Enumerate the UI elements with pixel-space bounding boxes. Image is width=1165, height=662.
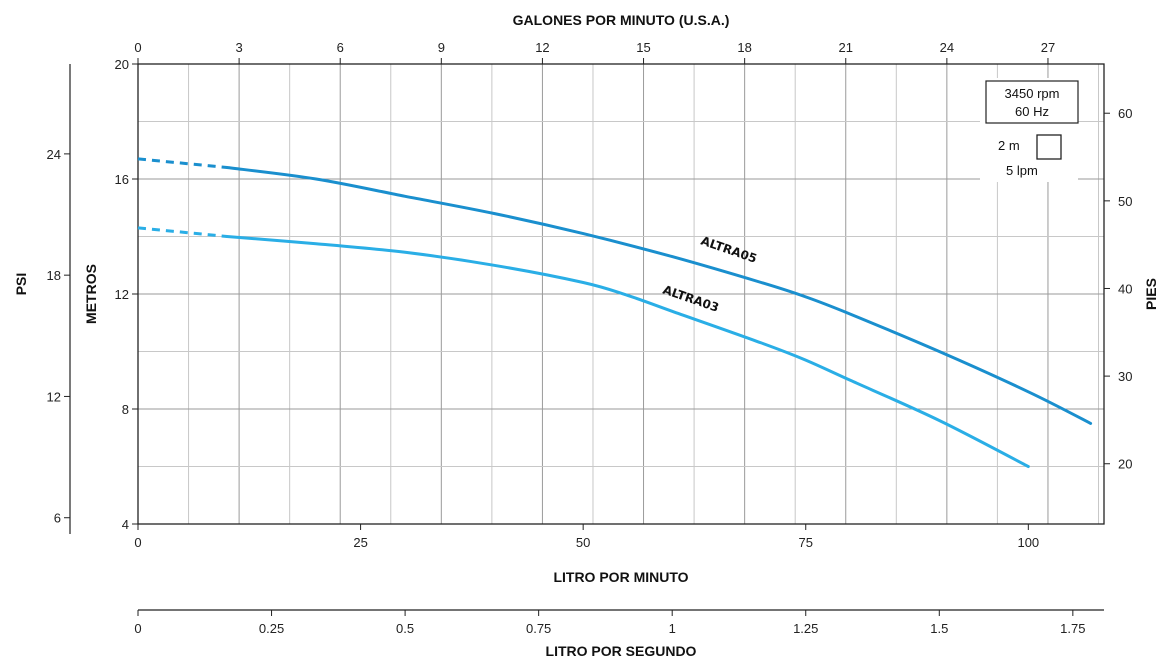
lps-tick-label: 0 xyxy=(134,621,141,636)
x-tick-label: 75 xyxy=(799,535,813,550)
lps-axis: 0 0.25 0.5 0.75 1 1.25 1.5 1.75 xyxy=(134,609,1104,636)
lps-tick-label: 1.5 xyxy=(930,621,948,636)
top-tick-label: 9 xyxy=(438,40,445,55)
top-tick-label: 27 xyxy=(1041,40,1055,55)
x-tick-label: 100 xyxy=(1017,535,1039,550)
series-layer xyxy=(137,157,1093,468)
right-axis: 20 30 40 50 60 xyxy=(1104,106,1132,472)
x-tick-label: 50 xyxy=(576,535,590,550)
lps-tick-label: 1.75 xyxy=(1060,621,1085,636)
lps-tick-label: 1.25 xyxy=(793,621,818,636)
left-axis: 4 8 12 16 20 xyxy=(115,57,138,532)
psi-axis: 6 12 18 24 xyxy=(47,64,71,534)
y-tick-label: 8 xyxy=(122,402,129,417)
top-tick-label: 15 xyxy=(636,40,650,55)
lps-tick-label: 0.25 xyxy=(259,621,284,636)
right-tick-label: 60 xyxy=(1118,106,1132,121)
top-tick-label: 0 xyxy=(134,40,141,55)
top-tick-label: 6 xyxy=(337,40,344,55)
bottom-axis: 0 25 50 75 100 xyxy=(134,524,1039,550)
top-tick-label: 12 xyxy=(535,40,549,55)
x-tick-label: 0 xyxy=(134,535,141,550)
y-tick-label: 4 xyxy=(122,517,129,532)
psi-axis-title: PSI xyxy=(13,273,29,296)
x-axis-title: LITRO POR MINUTO xyxy=(553,569,688,585)
legend-scale-square xyxy=(1036,134,1062,160)
lps-tick-label: 0.5 xyxy=(396,621,414,636)
right-tick-label: 50 xyxy=(1118,194,1132,209)
series-label-altra05: ALTRA05 xyxy=(699,234,759,266)
series-altra05-line xyxy=(225,166,1093,425)
psi-tick-label: 18 xyxy=(47,268,61,283)
y-tick-label: 20 xyxy=(115,57,129,72)
top-tick-label: 3 xyxy=(235,40,242,55)
lps-tick-label: 0.75 xyxy=(526,621,551,636)
y-tick-label: 12 xyxy=(115,287,129,302)
x-tick-label: 25 xyxy=(353,535,367,550)
legend-scale-height: 2 m xyxy=(998,138,1020,153)
series-altra05-dashed xyxy=(137,157,228,169)
right-tick-label: 30 xyxy=(1118,369,1132,384)
psi-tick-label: 12 xyxy=(47,389,61,404)
right-tick-label: 40 xyxy=(1118,281,1132,296)
y-axis-title: METROS xyxy=(83,264,99,324)
psi-tick-label: 24 xyxy=(47,147,61,162)
top-axis: 0 3 6 9 12 15 18 21 24 27 xyxy=(134,40,1055,64)
legend-scale-width: 5 lpm xyxy=(1006,163,1038,178)
legend-rpm: 3450 rpm xyxy=(1005,86,1060,101)
legend-rpm-box xyxy=(985,80,1079,124)
psi-tick-label: 6 xyxy=(54,511,61,526)
series-altra03-line xyxy=(225,235,1030,468)
legend: 3450 rpm 60 Hz 2 m 5 lpm xyxy=(980,78,1079,182)
top-tick-label: 21 xyxy=(839,40,853,55)
right-tick-label: 20 xyxy=(1118,457,1132,472)
top-tick-label: 24 xyxy=(940,40,954,55)
top-tick-label: 18 xyxy=(737,40,751,55)
legend-hz: 60 Hz xyxy=(1015,104,1049,119)
top-axis-title: GALONES POR MINUTO (U.S.A.) xyxy=(513,12,730,28)
y-tick-label: 16 xyxy=(115,172,129,187)
lps-tick-label: 1 xyxy=(669,621,676,636)
series-altra03-dashed xyxy=(137,226,228,238)
right-axis-title: PIES xyxy=(1143,278,1159,310)
lps-axis-title: LITRO POR SEGUNDO xyxy=(546,643,697,659)
